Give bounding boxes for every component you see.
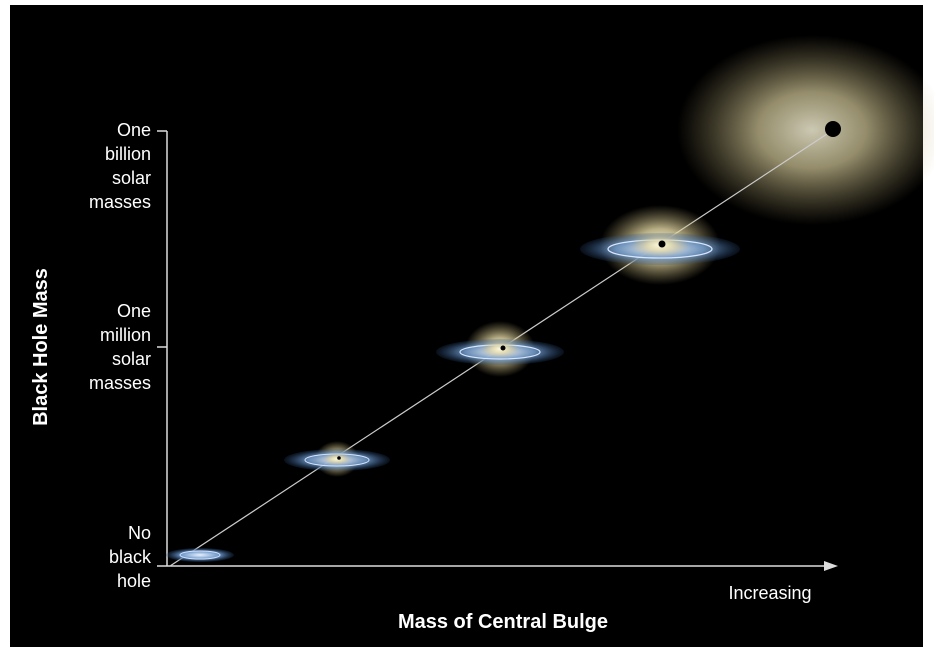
black-hole	[825, 121, 841, 137]
y-axis-title: Black Hole Mass	[30, 268, 52, 426]
y-tick-label: masses	[89, 192, 151, 212]
galaxy-2	[284, 441, 390, 477]
galaxy-3	[436, 321, 564, 377]
x-axis-title: Mass of Central Bulge	[398, 611, 608, 633]
y-tick-label: black	[109, 547, 152, 567]
y-tick-label: million	[100, 325, 151, 345]
y-tick-label: hole	[117, 571, 151, 591]
y-tick-label: One	[117, 301, 151, 321]
x-axis-arrow	[824, 561, 838, 571]
y-tick-labels: One billion solar masses One million solar mass…	[89, 120, 152, 591]
y-tick-label: No	[128, 523, 151, 543]
y-tick-label: solar	[112, 349, 151, 369]
elliptical-galaxy	[677, 35, 934, 225]
y-tick-label: masses	[89, 373, 151, 393]
y-tick-label: solar	[112, 168, 151, 188]
x-axis-direction: Increasing	[728, 583, 811, 603]
galaxy-1	[166, 548, 234, 562]
y-tick-label: billion	[105, 144, 151, 164]
y-tick-label: One	[117, 120, 151, 140]
galaxy-4	[580, 205, 740, 285]
